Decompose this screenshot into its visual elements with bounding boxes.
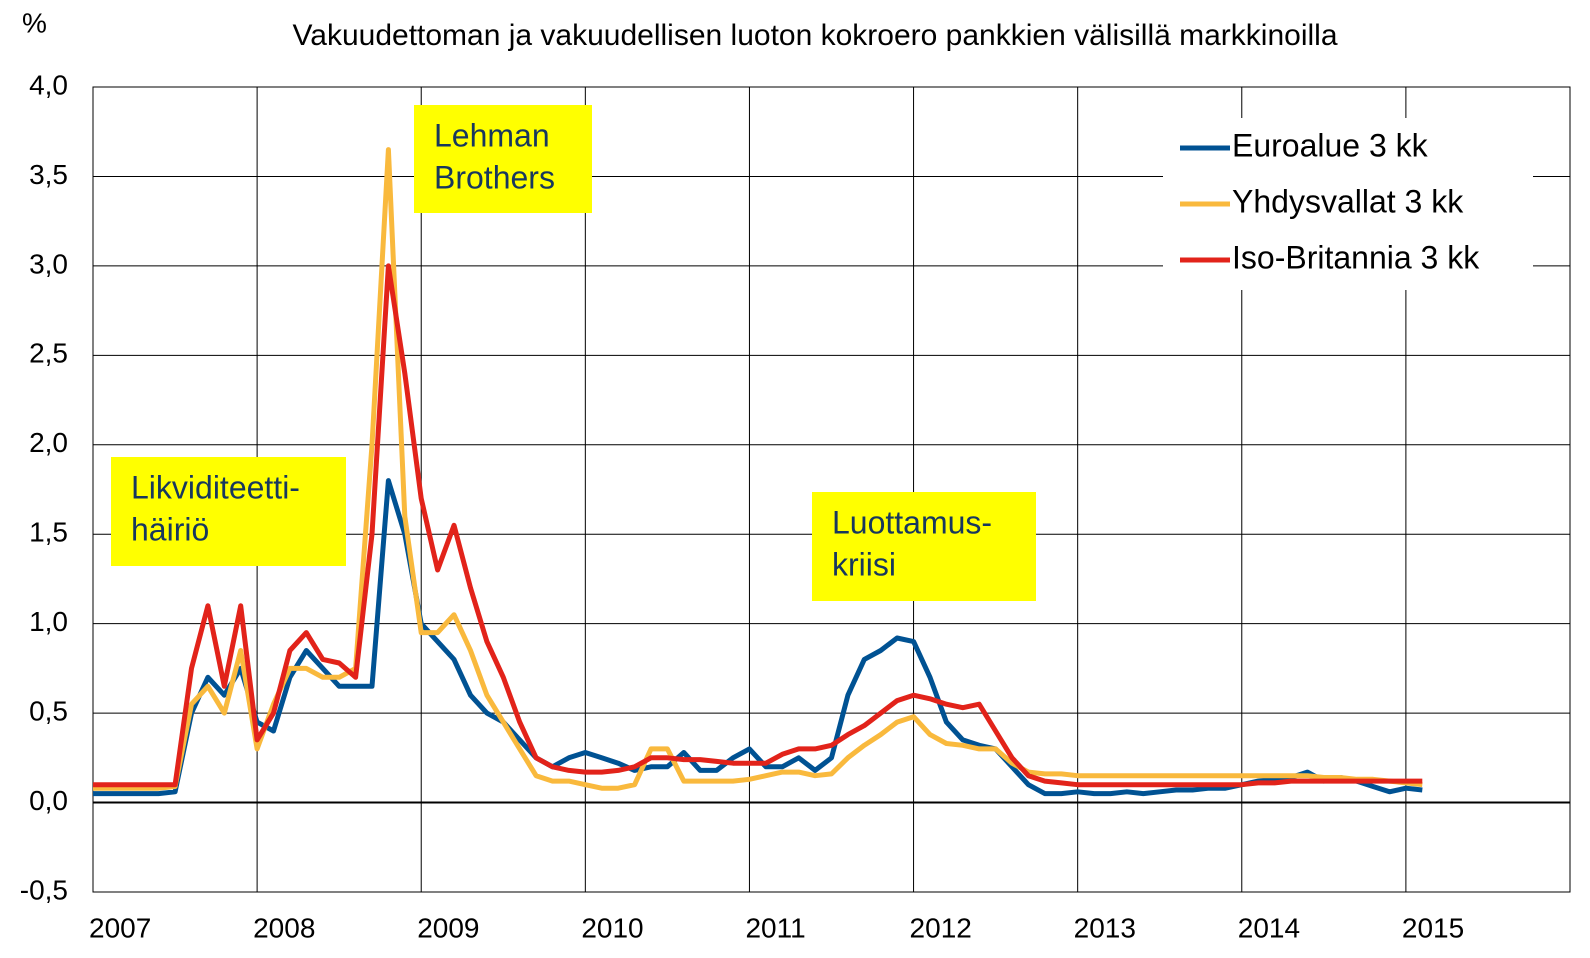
y-tick-label: 4,0 — [29, 69, 68, 100]
series-line — [93, 147, 1423, 791]
y-tick-label: 2,5 — [29, 338, 68, 369]
x-tick-label: 2014 — [1238, 912, 1300, 943]
legend-label: Yhdysvallat 3 kk — [1232, 183, 1464, 219]
y-axis-label: % — [22, 7, 47, 38]
x-tick-label: 2012 — [910, 912, 972, 943]
y-tick-label: 3,0 — [29, 248, 68, 279]
annotation-text: häiriö — [131, 511, 209, 547]
annotation-text: kriisi — [832, 546, 896, 582]
annotation-box — [812, 492, 1036, 601]
y-tick-label: 1,5 — [29, 517, 68, 548]
annotation-text: Brothers — [434, 159, 555, 195]
x-tick-label: 2008 — [253, 912, 315, 943]
y-tick-label: 1,0 — [29, 606, 68, 637]
x-tick-label: 2010 — [581, 912, 643, 943]
series-line — [93, 478, 1423, 797]
annotation-box — [111, 457, 346, 566]
series-line — [93, 263, 1423, 788]
x-tick-label: 2011 — [745, 912, 805, 943]
x-tick-label: 2007 — [89, 912, 151, 943]
y-tick-label: 2,0 — [29, 427, 68, 458]
y-tick-label: -0,5 — [20, 874, 68, 905]
annotation-text: Lehman — [434, 117, 550, 153]
legend-label: Euroalue 3 kk — [1232, 127, 1429, 163]
annotation-box — [414, 105, 592, 213]
x-tick-label: 2009 — [417, 912, 479, 943]
x-tick-label: 2015 — [1402, 912, 1464, 943]
legend-label: Iso-Britannia 3 kk — [1232, 239, 1480, 275]
chart-title: Vakuudettoman ja vakuudellisen luoton ko… — [292, 19, 1337, 52]
annotation-text: Likviditeetti- — [131, 469, 300, 505]
x-tick-label: 2013 — [1074, 912, 1136, 943]
y-tick-label: 0,0 — [29, 785, 68, 816]
y-tick-label: 0,5 — [29, 696, 68, 727]
y-tick-label: 3,5 — [29, 159, 68, 190]
annotation-text: Luottamus- — [832, 504, 992, 540]
